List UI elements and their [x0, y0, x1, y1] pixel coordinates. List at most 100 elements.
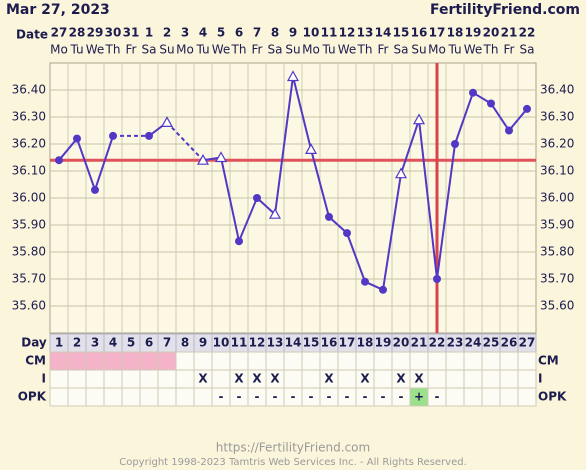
table-cell — [49, 369, 69, 389]
cell-mark: + — [414, 390, 424, 404]
date-number: 30 — [105, 26, 122, 40]
table-cell — [85, 369, 105, 389]
y-tick-label-right: 35.90 — [540, 218, 574, 232]
temperature-point-open — [268, 207, 282, 219]
row-label-right: CM — [538, 354, 559, 368]
footer-url: https://FertilityFriend.com — [216, 441, 370, 455]
temperature-point-open — [214, 151, 228, 163]
temperature-point-open — [196, 153, 210, 165]
date-number: 9 — [289, 26, 297, 40]
table-cell — [463, 351, 483, 371]
table-cell — [103, 387, 123, 407]
cell-mark: - — [237, 390, 242, 404]
y-tick-label-right: 35.80 — [540, 245, 574, 259]
date-number: 4 — [199, 26, 207, 40]
day-number: 15 — [303, 336, 320, 350]
temperature-point — [145, 131, 153, 140]
temperature-point-open — [394, 167, 408, 179]
table-cell — [67, 369, 87, 389]
temperature-point — [235, 237, 243, 246]
date-number: 27 — [51, 26, 68, 40]
weekday: Sa — [520, 43, 535, 57]
table-cell — [301, 351, 321, 371]
row-label: I — [42, 372, 46, 386]
table-cell — [103, 351, 123, 371]
date-number: 8 — [271, 26, 279, 40]
table-cell — [157, 351, 177, 371]
weekday: Th — [357, 43, 373, 57]
table-cell — [139, 351, 159, 371]
day-number: 24 — [465, 336, 482, 350]
date-number: 11 — [321, 26, 338, 40]
table-cell — [427, 351, 447, 371]
date-number: 5 — [217, 26, 225, 40]
table-cell — [337, 369, 357, 389]
day-number: 27 — [519, 336, 536, 350]
day-number: 8 — [181, 336, 189, 350]
cell-mark: X — [198, 372, 208, 386]
weekday: Th — [105, 43, 121, 57]
temperature-point — [451, 140, 459, 148]
y-tick-label: 35.60 — [12, 299, 46, 313]
y-tick-label-right: 35.60 — [540, 299, 574, 313]
date-number: 21 — [501, 26, 518, 40]
table-cell — [247, 351, 267, 371]
date-number: 28 — [69, 26, 86, 40]
table-cell — [463, 387, 483, 407]
weekday: We — [86, 43, 105, 57]
y-tick-label-right: 36.10 — [540, 164, 574, 178]
day-number: 3 — [91, 336, 99, 350]
table-cell — [121, 351, 141, 371]
table-cell — [175, 369, 195, 389]
temperature-point — [325, 212, 333, 221]
table-cell — [103, 369, 123, 389]
footer-copyright: Copyright 1998-2023 Tamtris Web Services… — [119, 457, 467, 468]
date-number: 3 — [181, 26, 189, 40]
weekday: Mo — [302, 43, 320, 57]
table-cell — [175, 351, 195, 371]
temperature-point — [433, 275, 441, 283]
table-cell — [499, 387, 519, 407]
site-name: FertilityFriend.com — [430, 2, 580, 18]
date-number: 31 — [123, 26, 140, 40]
table-cell — [445, 369, 465, 389]
day-number: 18 — [357, 336, 374, 350]
weekday: We — [212, 43, 231, 57]
date-number: 10 — [303, 26, 320, 40]
temperature-point — [109, 131, 117, 140]
temperature-point — [73, 134, 81, 143]
table-cell — [463, 369, 483, 389]
table-cell — [391, 351, 411, 371]
weekday: Th — [231, 43, 247, 57]
table-cell — [175, 387, 195, 407]
date-number: 7 — [253, 26, 261, 40]
cell-mark: X — [396, 372, 406, 386]
cell-mark: - — [255, 390, 260, 404]
weekday: Sa — [394, 43, 409, 57]
date-number: 15 — [393, 26, 410, 40]
table-cell — [193, 387, 213, 407]
cell-mark: - — [219, 390, 224, 404]
y-tick-label: 36.20 — [12, 137, 46, 151]
table-cell — [427, 369, 447, 389]
cell-mark: - — [399, 390, 404, 404]
temperature-point — [505, 126, 513, 135]
temperature-point — [91, 185, 99, 194]
date-number: 12 — [339, 26, 356, 40]
day-number: 21 — [411, 336, 428, 350]
weekday: Sa — [142, 43, 157, 57]
cell-mark: X — [360, 372, 370, 386]
day-number: 5 — [127, 336, 135, 350]
weekday: We — [338, 43, 357, 57]
y-tick-label: 36.30 — [12, 110, 46, 124]
y-tick-label-right: 36.40 — [540, 83, 574, 97]
date-number: 29 — [87, 26, 104, 40]
table-cell — [301, 369, 321, 389]
date-number: 1 — [145, 26, 153, 40]
table-cell — [85, 351, 105, 371]
table-cell — [373, 369, 393, 389]
weekday: Su — [159, 43, 174, 57]
table-cell — [499, 351, 519, 371]
day-number: 2 — [73, 336, 81, 350]
